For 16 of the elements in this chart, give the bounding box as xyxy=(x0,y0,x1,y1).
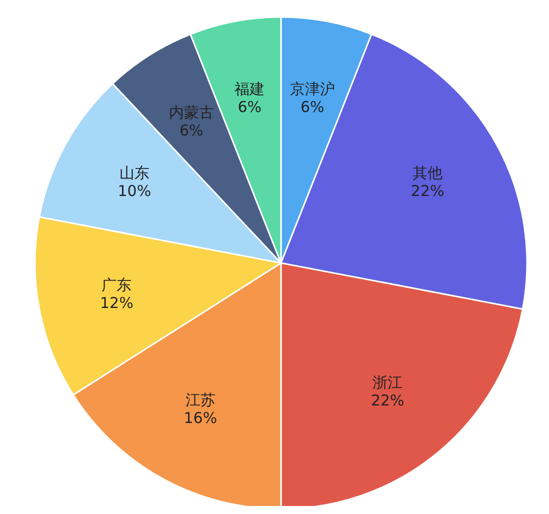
data-label: 12% xyxy=(100,294,134,312)
data-label: 6% xyxy=(179,121,204,140)
data-label: 22% xyxy=(370,391,404,410)
slice-label: 山东 xyxy=(119,164,150,182)
slice-label: 内蒙古 xyxy=(168,103,214,122)
slice-label: 京津沪 xyxy=(290,80,335,98)
data-label: 22% xyxy=(410,182,444,200)
slice-label: 浙江 xyxy=(372,373,403,392)
data-label: 10% xyxy=(118,182,152,200)
data-label: 16% xyxy=(184,409,218,428)
slice-label: 其他 xyxy=(412,164,443,182)
slice-label: 福建 xyxy=(234,80,265,98)
slice-label: 广东 xyxy=(102,276,132,294)
data-label: 6% xyxy=(238,98,262,116)
data-label: 6% xyxy=(300,98,324,116)
slice-label: 江苏 xyxy=(185,391,216,410)
